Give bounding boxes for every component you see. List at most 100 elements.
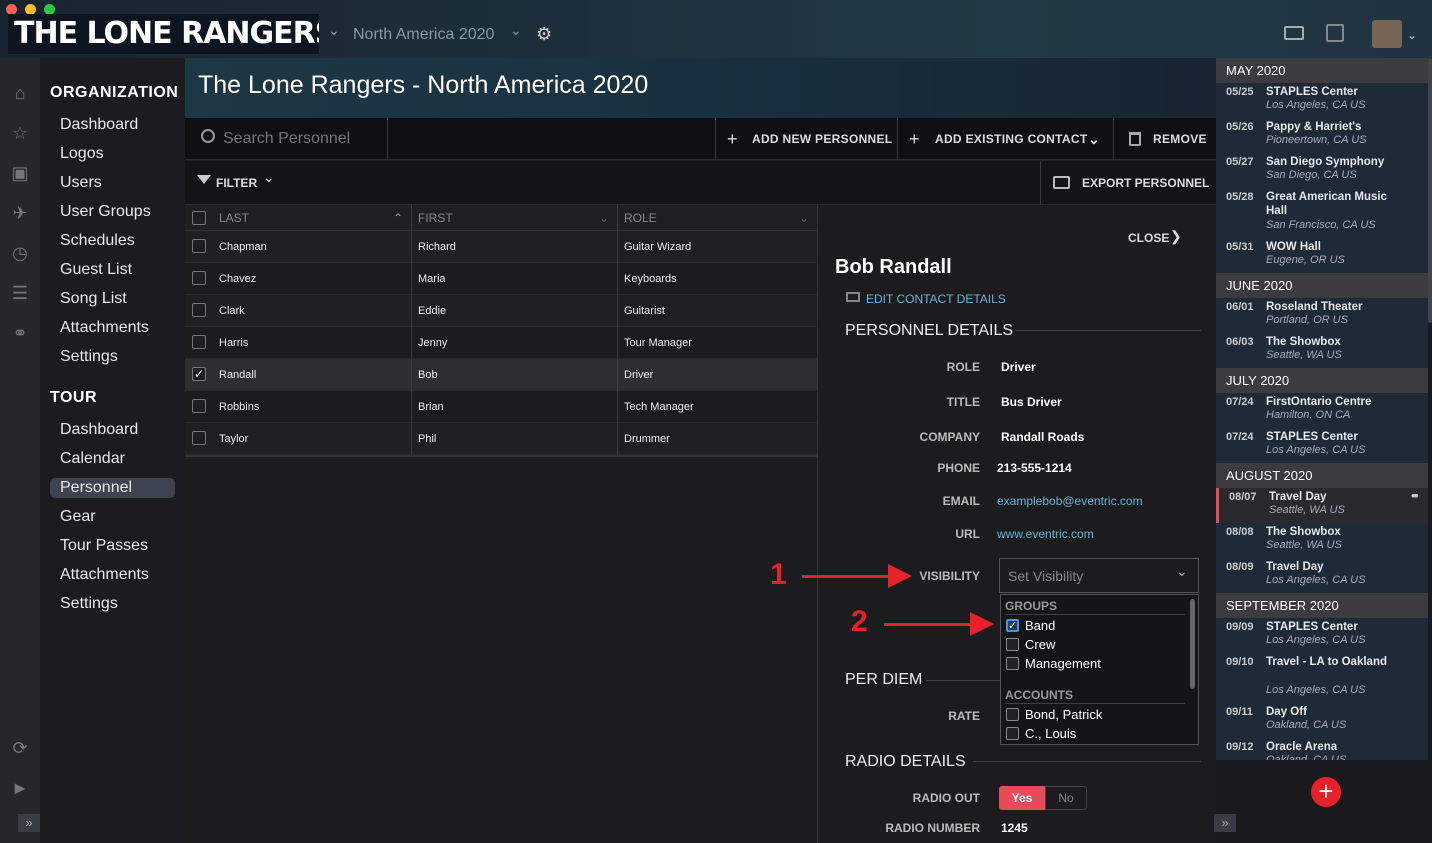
account-louis-label[interactable]: C., Louis [1025, 726, 1077, 741]
list-icon[interactable]: ☰ [11, 283, 29, 303]
group-band-checkbox[interactable]: ✓ [1006, 619, 1019, 632]
nav-org-guest-list[interactable]: Guest List [60, 261, 133, 278]
email-link[interactable]: examplebob@eventric.com [997, 494, 1143, 508]
select-all-checkbox[interactable] [192, 211, 206, 225]
nav-tour-gear[interactable]: Gear [60, 508, 96, 525]
nav-tour-settings[interactable]: Settings [60, 595, 118, 612]
chevron-down-icon[interactable]: ⌄ [1176, 563, 1188, 579]
schedule-event[interactable]: 08/08 The Showbox Seattle, WA US [1216, 523, 1428, 558]
schedule-event[interactable]: 05/25 STAPLES Center Los Angeles, CA US [1216, 83, 1428, 118]
table-row[interactable]: Chapman Richard Guitar Wizard [185, 231, 817, 263]
visibility-select[interactable]: Set Visibility ⌄ [999, 558, 1199, 593]
nav-org-settings[interactable]: Settings [60, 348, 118, 365]
nav-tour-passes[interactable]: Tour Passes [60, 537, 149, 554]
schedule-event[interactable]: 06/03 The Showbox Seattle, WA US [1216, 333, 1428, 368]
table-row[interactable]: Harris Jenny Tour Manager [185, 327, 817, 359]
url-link[interactable]: www.eventric.com [997, 527, 1094, 541]
radio-out-yes-button[interactable]: Yes [999, 786, 1045, 810]
schedule-event[interactable]: 09/11 Day Off Oakland, CA US [1216, 703, 1428, 738]
chevron-down-icon[interactable]: ⌄ [599, 211, 610, 225]
close-window-button[interactable] [6, 4, 17, 15]
close-button[interactable]: CLOSE [1128, 231, 1170, 245]
schedule-event[interactable]: 05/28 Great American Music Hall San Franci… [1216, 188, 1428, 238]
nav-tour-calendar[interactable]: Calendar [60, 450, 125, 467]
row-checkbox[interactable] [192, 303, 206, 317]
gear-icon[interactable]: ⚙ [536, 24, 553, 44]
more-options-icon[interactable]: ••• [1411, 488, 1418, 503]
schedule-event[interactable]: 05/26 Pappy & Harriet's Pioneertown, CA US [1216, 118, 1428, 153]
export-personnel-button[interactable]: EXPORT PERSONNEL [1082, 176, 1210, 190]
filter-button[interactable]: FILTER [216, 176, 258, 190]
paperclip-icon[interactable]: ⚭ [12, 323, 28, 343]
calendar-icon[interactable] [1326, 24, 1344, 42]
add-event-button[interactable]: + [1311, 777, 1341, 807]
nav-org-schedules[interactable]: Schedules [60, 232, 135, 249]
nav-org-attachments[interactable]: Attachments [60, 319, 149, 336]
dropdown-scrollbar[interactable] [1190, 599, 1195, 689]
group-crew-checkbox[interactable] [1006, 638, 1019, 651]
schedule-event[interactable]: 05/31 WOW Hall Eugene, OR US [1216, 238, 1428, 273]
airplane-icon[interactable]: ✈ [12, 203, 28, 223]
nav-tour-personnel[interactable]: Personnel [60, 479, 133, 496]
avatar[interactable] [1372, 20, 1402, 48]
schedule-event[interactable]: 09/09 STAPLES Center Los Angeles, CA US [1216, 618, 1428, 653]
chevron-down-icon[interactable]: ⌄ [799, 211, 810, 225]
tour-selector[interactable]: North America 2020 [353, 26, 495, 43]
table-row[interactable]: Robbins Brian Tech Manager [185, 391, 817, 423]
group-management-label[interactable]: Management [1025, 656, 1101, 671]
sync-icon[interactable]: ⟳ [12, 738, 28, 758]
clock-icon[interactable]: ◷ [12, 243, 28, 263]
table-row[interactable]: Chavez Maria Keyboards [185, 263, 817, 295]
chevron-down-icon[interactable]: ⌄ [328, 22, 340, 38]
megaphone-icon[interactable]: ► [11, 778, 29, 798]
schedule-event[interactable]: 07/24 FirstOntario Centre Hamilton, ON CA [1216, 393, 1428, 428]
nav-org-user-groups[interactable]: User Groups [60, 203, 151, 220]
group-crew-label[interactable]: Crew [1025, 637, 1056, 652]
row-checkbox[interactable]: ✓ [192, 367, 206, 381]
account-louis-checkbox[interactable] [1006, 727, 1019, 740]
row-checkbox[interactable] [192, 271, 206, 285]
radio-out-no-button[interactable]: No [1045, 786, 1087, 810]
chevron-right-icon[interactable]: ❯ [1170, 228, 1182, 244]
sort-ascending-icon[interactable]: ⌃ [393, 211, 404, 225]
nav-org-users[interactable]: Users [60, 174, 102, 191]
schedule-event[interactable]: 09/12 Oracle Arena Oakland, CA US [1216, 738, 1428, 760]
briefcase-icon[interactable]: ▣ [11, 163, 29, 183]
schedule-event[interactable]: 08/07 Travel Day Seattle, WA US ••• [1216, 488, 1428, 523]
row-checkbox[interactable] [192, 431, 206, 445]
expand-icon[interactable]: » [1214, 814, 1236, 832]
chevron-down-icon[interactable]: ⌄ [1088, 131, 1101, 147]
column-header-last[interactable]: LAST [219, 211, 250, 225]
schedule-scrollbar[interactable] [1428, 58, 1432, 323]
table-row[interactable]: Clark Eddie Guitarist [185, 295, 817, 327]
nav-org-dashboard[interactable]: Dashboard [60, 116, 139, 133]
row-checkbox[interactable] [192, 335, 206, 349]
remove-button[interactable]: REMOVE [1153, 132, 1207, 146]
contact-card-icon[interactable] [1284, 26, 1304, 40]
account-bond-checkbox[interactable] [1006, 708, 1019, 721]
column-header-first[interactable]: FIRST [418, 211, 453, 225]
table-row[interactable]: ✓ Randall Bob Driver [185, 359, 817, 391]
schedule-event[interactable]: 09/10 Travel - LA to Oakland Los Angeles, … [1216, 653, 1428, 703]
edit-contact-details-link[interactable]: EDIT CONTACT DETAILS [866, 292, 1006, 306]
column-header-role[interactable]: ROLE [624, 211, 657, 225]
nav-tour-dashboard[interactable]: Dashboard [60, 421, 139, 438]
schedule-event[interactable]: 06/01 Roseland Theater Portland, OR US [1216, 298, 1428, 333]
chevron-down-icon[interactable]: ⌄ [510, 22, 522, 38]
schedule-event[interactable]: 07/24 STAPLES Center Los Angeles, CA US [1216, 428, 1428, 463]
row-checkbox[interactable] [192, 399, 206, 413]
add-new-personnel-button[interactable]: ADD NEW PERSONNEL [752, 132, 893, 146]
schedule-event[interactable]: 08/09 Travel Day Los Angeles, CA US [1216, 558, 1428, 593]
group-band-label[interactable]: Band [1025, 618, 1056, 633]
nav-org-song-list[interactable]: Song List [60, 290, 127, 307]
nav-org-logos[interactable]: Logos [60, 145, 104, 162]
chevron-down-icon[interactable]: ⌄ [263, 169, 275, 185]
account-bond-label[interactable]: Bond, Patrick [1025, 707, 1103, 722]
group-management-checkbox[interactable] [1006, 657, 1019, 670]
star-icon[interactable]: ☆ [11, 123, 29, 143]
chevron-down-icon[interactable]: ⌄ [1407, 28, 1418, 42]
zoom-window-button[interactable] [44, 4, 55, 15]
search-input[interactable] [223, 126, 383, 152]
table-row[interactable]: Taylor Phil Drummer [185, 423, 817, 455]
add-existing-contact-button[interactable]: ADD EXISTING CONTACT [935, 132, 1088, 146]
